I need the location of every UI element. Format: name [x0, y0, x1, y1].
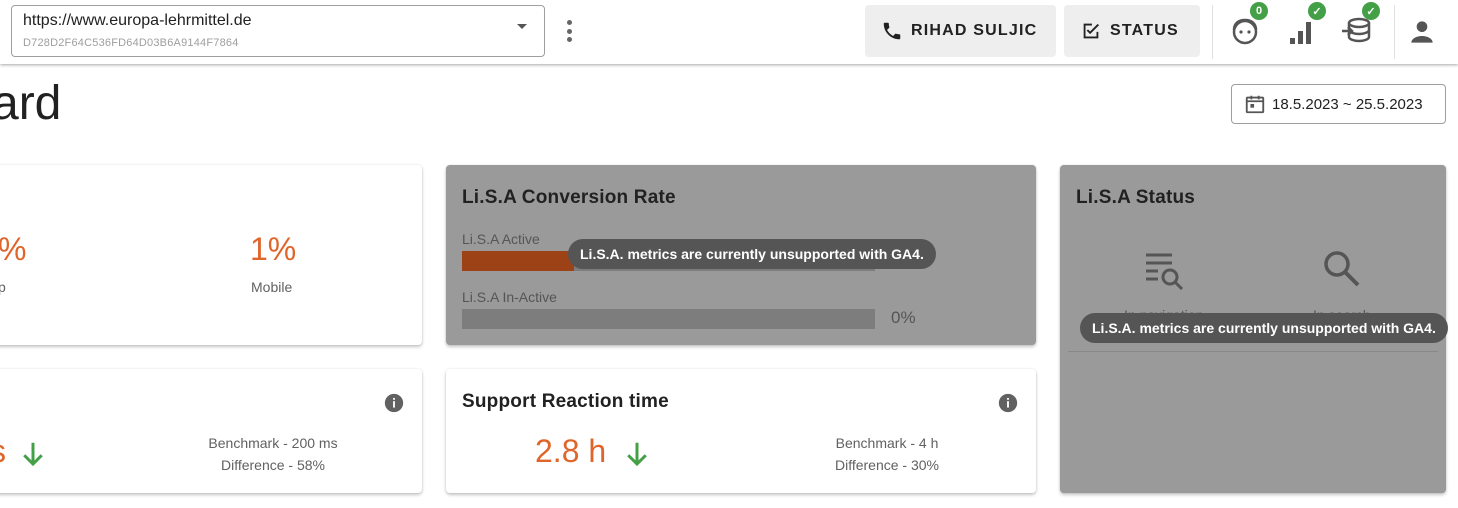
calendar-icon: [1245, 95, 1265, 114]
checklist-icon: [1083, 23, 1099, 39]
desktop-label: p: [0, 279, 6, 295]
search-icon: [1324, 251, 1360, 287]
support-reaction-card: Support Reaction time 2.8 h Benchmark - …: [446, 369, 1036, 493]
speed-benchmark-text: Benchmark - 200 ms: [208, 435, 338, 451]
conversion-card-title: Li.S.A Conversion Rate: [462, 187, 676, 208]
database-sync-icon[interactable]: ✓: [1340, 2, 1380, 48]
signal-bars-icon[interactable]: ✓: [1286, 2, 1326, 48]
data-badge: ✓: [1362, 2, 1380, 20]
arrow-down-icon: [627, 442, 647, 467]
active-bar-label: Li.S.A Active: [462, 231, 540, 247]
inactive-bar-track: [462, 309, 875, 329]
divider: [1394, 5, 1395, 59]
speed-value: s: [0, 433, 6, 470]
arrow-down-icon: [23, 442, 43, 467]
chevron-down-icon[interactable]: [517, 24, 527, 29]
mobile-value: 1%: [250, 231, 297, 267]
site-id: D728D2F64C536FD64D03B6A9144F7864: [23, 37, 239, 49]
user-button-label: RIHAD SULJIC: [911, 22, 1038, 39]
inactive-bar-percent: 0%: [891, 308, 916, 327]
speed-card: s Benchmark - 200 ms Difference - 58%: [0, 369, 422, 493]
mobile-label: Mobile: [251, 279, 293, 295]
speed-difference-text: Difference - 58%: [220, 457, 325, 473]
support-benchmark: Benchmark - 4 h Difference - 30%: [812, 432, 962, 476]
status-unsupported-tooltip: Li.S.A. metrics are currently unsupporte…: [1080, 313, 1448, 343]
support-difference-text: Difference - 30%: [834, 457, 939, 473]
speed-benchmark: Benchmark - 200 ms Difference - 58%: [198, 432, 348, 476]
phone-icon: [883, 22, 901, 40]
conversion-rate-card: Li.S.A Conversion Rate Li.S.A Active % L…: [446, 165, 1036, 345]
user-contact-button[interactable]: RIHAD SULJIC: [865, 5, 1056, 57]
desktop-value: %: [0, 231, 27, 267]
analytics-badge: ✓: [1308, 2, 1326, 20]
account-icon[interactable]: [1406, 16, 1440, 50]
support-badge: 0: [1250, 2, 1268, 20]
page-title: ard: [0, 77, 62, 130]
date-range-button[interactable]: 18.5.2023 ~ 25.5.2023: [1231, 84, 1446, 124]
divider: [1212, 5, 1213, 59]
support-card-title: Support Reaction time: [462, 391, 669, 412]
support-benchmark-text: Benchmark - 4 h: [835, 435, 939, 451]
site-select[interactable]: https://www.europa-lehrmittel.de D728D2F…: [11, 5, 545, 57]
conversion-unsupported-tooltip: Li.S.A. metrics are currently unsupporte…: [568, 239, 936, 269]
divider: [1068, 351, 1438, 352]
date-range-label: 18.5.2023 ~ 25.5.2023: [1272, 95, 1423, 113]
active-bar-fill: [462, 251, 574, 271]
top-bar: https://www.europa-lehrmittel.de D728D2F…: [0, 0, 1458, 64]
inactive-bar-label: Li.S.A In-Active: [462, 289, 557, 305]
status-button[interactable]: STATUS: [1064, 5, 1200, 57]
devices-card: % p 1% Mobile: [0, 165, 422, 345]
more-vert-icon[interactable]: [559, 17, 579, 45]
info-icon[interactable]: [383, 392, 405, 414]
support-agent-icon[interactable]: 0: [1228, 2, 1268, 48]
manage-search-icon: [1146, 253, 1184, 291]
status-button-label: STATUS: [1110, 22, 1179, 39]
status-card-title: Li.S.A Status: [1076, 187, 1196, 208]
support-value: 2.8 h: [535, 433, 607, 469]
info-icon[interactable]: [997, 392, 1019, 414]
site-url: https://www.europa-lehrmittel.de: [23, 12, 252, 29]
